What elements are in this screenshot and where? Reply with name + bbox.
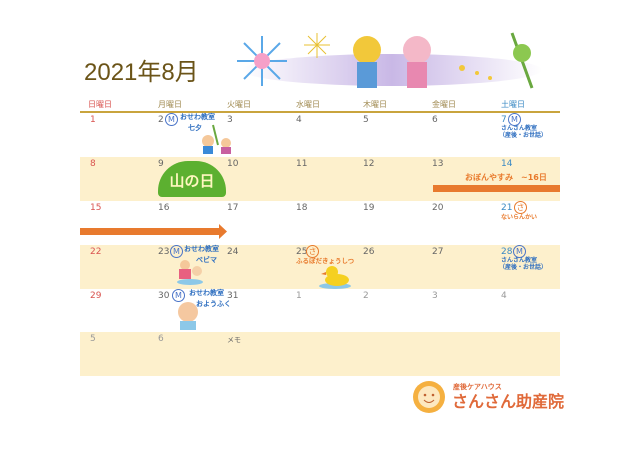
day-cell[interactable]: 7 xyxy=(501,115,507,125)
m-mark-icon: M xyxy=(170,245,183,258)
week-row xyxy=(80,201,560,245)
event-sansan[interactable]: さんさん教室 xyxy=(501,257,538,264)
day-cell[interactable]: 3 xyxy=(227,115,233,125)
event-furo[interactable]: ふるぼだきょうしつ xyxy=(296,257,355,265)
yamanohi-illustration[interactable]: 山の日 xyxy=(158,161,226,197)
logo-name: さんさん助産院 xyxy=(452,392,565,411)
day-cell[interactable]: 31 xyxy=(227,291,239,301)
event-sansan[interactable]: さんさん教室 xyxy=(501,125,538,132)
event-youfuku[interactable]: おようふく xyxy=(196,300,231,308)
event-osewa[interactable]: おせわ教室 xyxy=(180,113,215,121)
arrow-head-icon xyxy=(219,224,227,239)
week-row xyxy=(80,245,560,289)
day-cell[interactable]: 26 xyxy=(363,247,375,257)
event-sansan-sub: （産後・お世話） xyxy=(499,264,548,271)
header-divider xyxy=(80,111,560,113)
day-cell[interactable]: 24 xyxy=(227,247,239,257)
day-cell[interactable]: 9 xyxy=(158,159,164,169)
day-cell[interactable]: 11 xyxy=(296,159,308,169)
event-bebima[interactable]: ベビマ xyxy=(196,256,217,264)
day-cell[interactable]: 2 xyxy=(363,291,369,301)
day-cell[interactable]: 14 xyxy=(501,159,513,169)
event-sansan-sub: （産後・お世話） xyxy=(499,132,548,139)
rubber-duck-illustration xyxy=(319,266,351,289)
day-cell[interactable]: 12 xyxy=(363,159,375,169)
day-cell[interactable]: 8 xyxy=(90,159,96,169)
memo-label: メモ xyxy=(227,336,241,344)
memo-row xyxy=(80,332,560,376)
baby-illustration xyxy=(178,302,198,330)
weekday-sun: 日曜日 xyxy=(88,100,112,109)
obon-bar xyxy=(433,185,560,192)
day-cell[interactable]: 5 xyxy=(90,334,96,344)
day-cell[interactable]: 15 xyxy=(90,203,102,213)
weekday-wed: 水曜日 xyxy=(296,100,320,109)
day-cell[interactable]: 20 xyxy=(432,203,444,213)
day-cell[interactable]: 16 xyxy=(158,203,170,213)
day-cell[interactable]: 4 xyxy=(501,291,507,301)
sa-mark-icon: さ xyxy=(514,201,527,214)
m-mark-icon: M xyxy=(513,245,526,258)
event-nairankai[interactable]: ないらんかい xyxy=(501,214,538,221)
day-cell[interactable]: 1 xyxy=(296,291,302,301)
day-cell[interactable]: 5 xyxy=(363,115,369,125)
day-cell[interactable]: 6 xyxy=(432,115,438,125)
day-cell[interactable]: 30 xyxy=(158,291,170,301)
event-osewa[interactable]: おせわ教室 xyxy=(189,289,224,297)
weekday-fri: 金曜日 xyxy=(432,100,456,109)
day-cell[interactable]: 13 xyxy=(432,159,444,169)
day-cell[interactable]: 10 xyxy=(227,159,239,169)
logo-subtitle: 産後ケアハウス xyxy=(453,383,502,391)
day-cell[interactable]: 3 xyxy=(432,291,438,301)
day-cell[interactable]: 1 xyxy=(90,115,96,125)
day-cell[interactable]: 19 xyxy=(363,203,375,213)
day-cell[interactable]: 4 xyxy=(296,115,302,125)
day-cell[interactable]: 21 xyxy=(501,203,513,213)
weekday-thu: 木曜日 xyxy=(363,100,387,109)
day-cell[interactable]: 23 xyxy=(158,247,170,257)
sa-mark-icon: さ xyxy=(306,245,319,258)
day-cell[interactable]: 27 xyxy=(432,247,444,257)
m-mark-icon: M xyxy=(172,289,185,302)
fireworks-illustration xyxy=(237,32,542,89)
baby-massage-illustration xyxy=(177,260,203,285)
page-title: 2021年8月 xyxy=(84,59,199,86)
logo-sun-icon xyxy=(413,381,445,413)
m-mark-icon: M xyxy=(508,113,521,126)
day-cell[interactable]: 29 xyxy=(90,291,102,301)
day-cell[interactable]: 17 xyxy=(227,203,239,213)
day-cell[interactable]: 2 xyxy=(158,115,164,125)
week-row xyxy=(80,289,560,333)
m-mark-icon: M xyxy=(165,113,178,126)
weekday-mon: 月曜日 xyxy=(158,100,182,109)
event-osewa[interactable]: おせわ教室 xyxy=(184,245,219,253)
weekday-tue: 火曜日 xyxy=(227,100,251,109)
obon-bar-continued xyxy=(80,228,220,235)
day-cell[interactable]: 25 xyxy=(296,247,308,257)
week-row xyxy=(80,113,560,157)
day-cell[interactable]: 6 xyxy=(158,334,164,344)
day-cell[interactable]: 18 xyxy=(296,203,308,213)
tanabata-illustration xyxy=(202,124,231,154)
day-cell[interactable]: 28 xyxy=(501,247,513,257)
event-tanabata[interactable]: 七夕 xyxy=(188,124,202,132)
day-cell[interactable]: 22 xyxy=(90,247,102,257)
event-obon[interactable]: おぼんやすみ ~16日 xyxy=(465,173,547,182)
weekday-sat: 土曜日 xyxy=(501,100,525,109)
